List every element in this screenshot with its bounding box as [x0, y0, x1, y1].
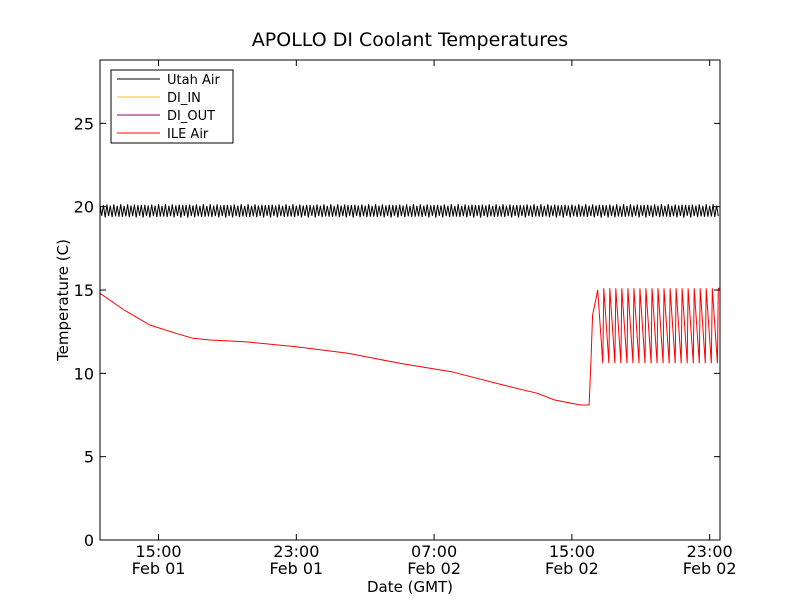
y-tick-label: 25 [74, 114, 94, 133]
legend-label: ILE Air [167, 127, 209, 142]
x-tick-label-time: 23:00 [273, 542, 319, 561]
series-line [99, 204, 719, 218]
legend-label: Utah Air [167, 73, 220, 88]
legend-label: DI_IN [167, 91, 201, 106]
x-tick-label-time: 15:00 [549, 542, 595, 561]
x-tick-label-date: Feb 01 [269, 559, 323, 578]
legend-box [110, 69, 234, 144]
x-tick-label-date: Feb 02 [683, 559, 737, 578]
x-axis-title: Date (GMT) [367, 578, 453, 596]
y-tick-label: 15 [74, 281, 94, 300]
legend: Utah Air DI_IN DI_OUT ILE Air [110, 69, 234, 144]
legend-label: DI_OUT [167, 109, 215, 124]
plot-frame [99, 59, 721, 541]
plot-area [99, 204, 720, 406]
x-tick-label-time: 15:00 [136, 542, 182, 561]
y-tick-label: 20 [74, 198, 94, 217]
y-axis-title: Temperature (C) [54, 239, 72, 362]
x-tick-label-date: Feb 02 [407, 559, 461, 578]
y-tick-label: 5 [84, 448, 94, 467]
x-tick-label-time: 23:00 [687, 542, 733, 561]
series-line [99, 287, 720, 406]
x-tick-label-date: Feb 01 [132, 559, 186, 578]
y-tick-label: 10 [74, 364, 94, 383]
x-tick-label-time: 07:00 [411, 542, 457, 561]
x-tick-label-date: Feb 02 [545, 559, 599, 578]
chart-title: APOLLO DI Coolant Temperatures [252, 29, 568, 51]
y-tick-label: 0 [84, 531, 94, 550]
